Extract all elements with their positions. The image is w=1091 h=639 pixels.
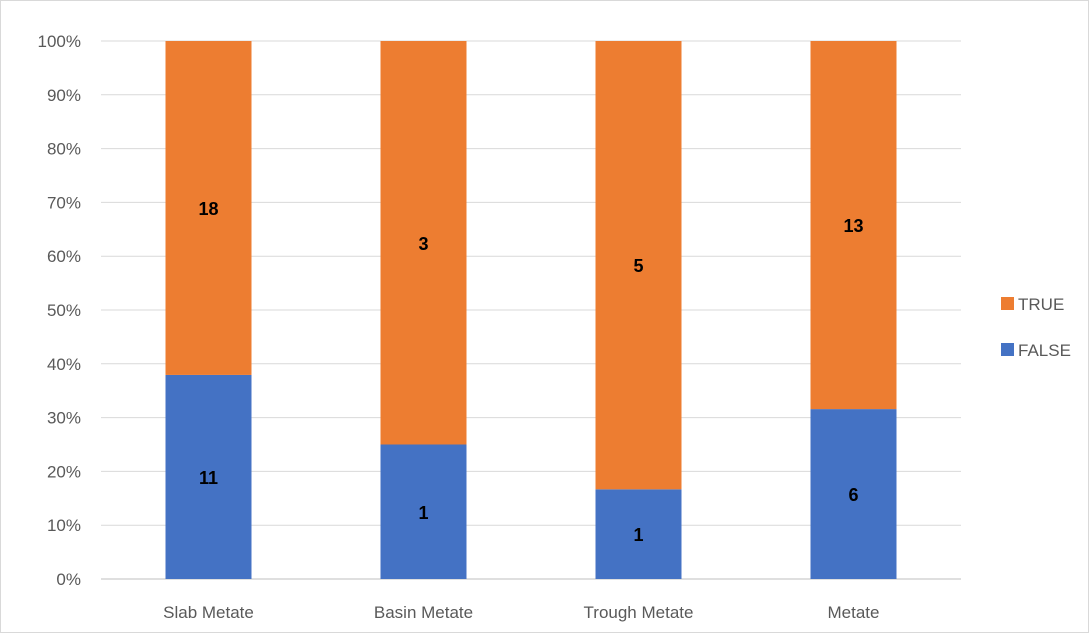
bar-segment-true	[380, 41, 467, 445]
legend-label-false: FALSE	[1018, 341, 1071, 360]
y-tick-label: 20%	[47, 462, 81, 481]
data-label-true: 3	[418, 234, 428, 254]
data-label-true: 13	[843, 216, 863, 236]
y-tick-label: 80%	[47, 140, 81, 159]
y-tick-label: 70%	[47, 193, 81, 212]
legend-swatch-false	[1001, 343, 1014, 356]
y-tick-label: 90%	[47, 86, 81, 105]
x-axis-category-labels: Slab Metate Basin Metate Trough Metate Meta…	[163, 603, 879, 622]
y-tick-label: 50%	[47, 301, 81, 320]
data-label-false: 6	[848, 485, 858, 505]
legend: TRUE FALSE	[1001, 295, 1071, 360]
y-tick-label: 10%	[47, 516, 81, 535]
legend-label-true: TRUE	[1018, 295, 1064, 314]
bars	[165, 41, 897, 579]
y-tick-label: 40%	[47, 355, 81, 374]
bar-segment-true	[595, 41, 682, 490]
x-category-label: Metate	[828, 603, 880, 622]
bar-segment-false	[595, 489, 682, 579]
data-label-false: 11	[199, 468, 218, 488]
data-label-true: 5	[633, 256, 643, 276]
y-tick-label: 0%	[56, 570, 81, 589]
legend-item-true: TRUE	[1001, 295, 1064, 314]
bar-segment-false	[165, 374, 252, 579]
legend-item-false: FALSE	[1001, 341, 1071, 360]
y-tick-label: 60%	[47, 247, 81, 266]
y-tick-label: 30%	[47, 409, 81, 428]
y-axis-tick-labels: 0% 10% 20% 30% 40% 50% 60% 70% 80% 90% 100%	[38, 32, 81, 589]
legend-swatch-true	[1001, 297, 1014, 310]
data-label-true: 18	[198, 199, 218, 219]
x-category-label: Trough Metate	[584, 603, 694, 622]
bar-segment-false	[810, 409, 897, 579]
data-label-false: 1	[633, 525, 643, 545]
bar-segment-true	[165, 41, 252, 375]
bar-segment-false	[380, 444, 467, 579]
y-tick-label: 100%	[38, 32, 81, 51]
data-label-false: 1	[418, 503, 428, 523]
x-category-label: Basin Metate	[374, 603, 473, 622]
x-category-label: Slab Metate	[163, 603, 254, 622]
bar-segment-true	[810, 41, 897, 410]
